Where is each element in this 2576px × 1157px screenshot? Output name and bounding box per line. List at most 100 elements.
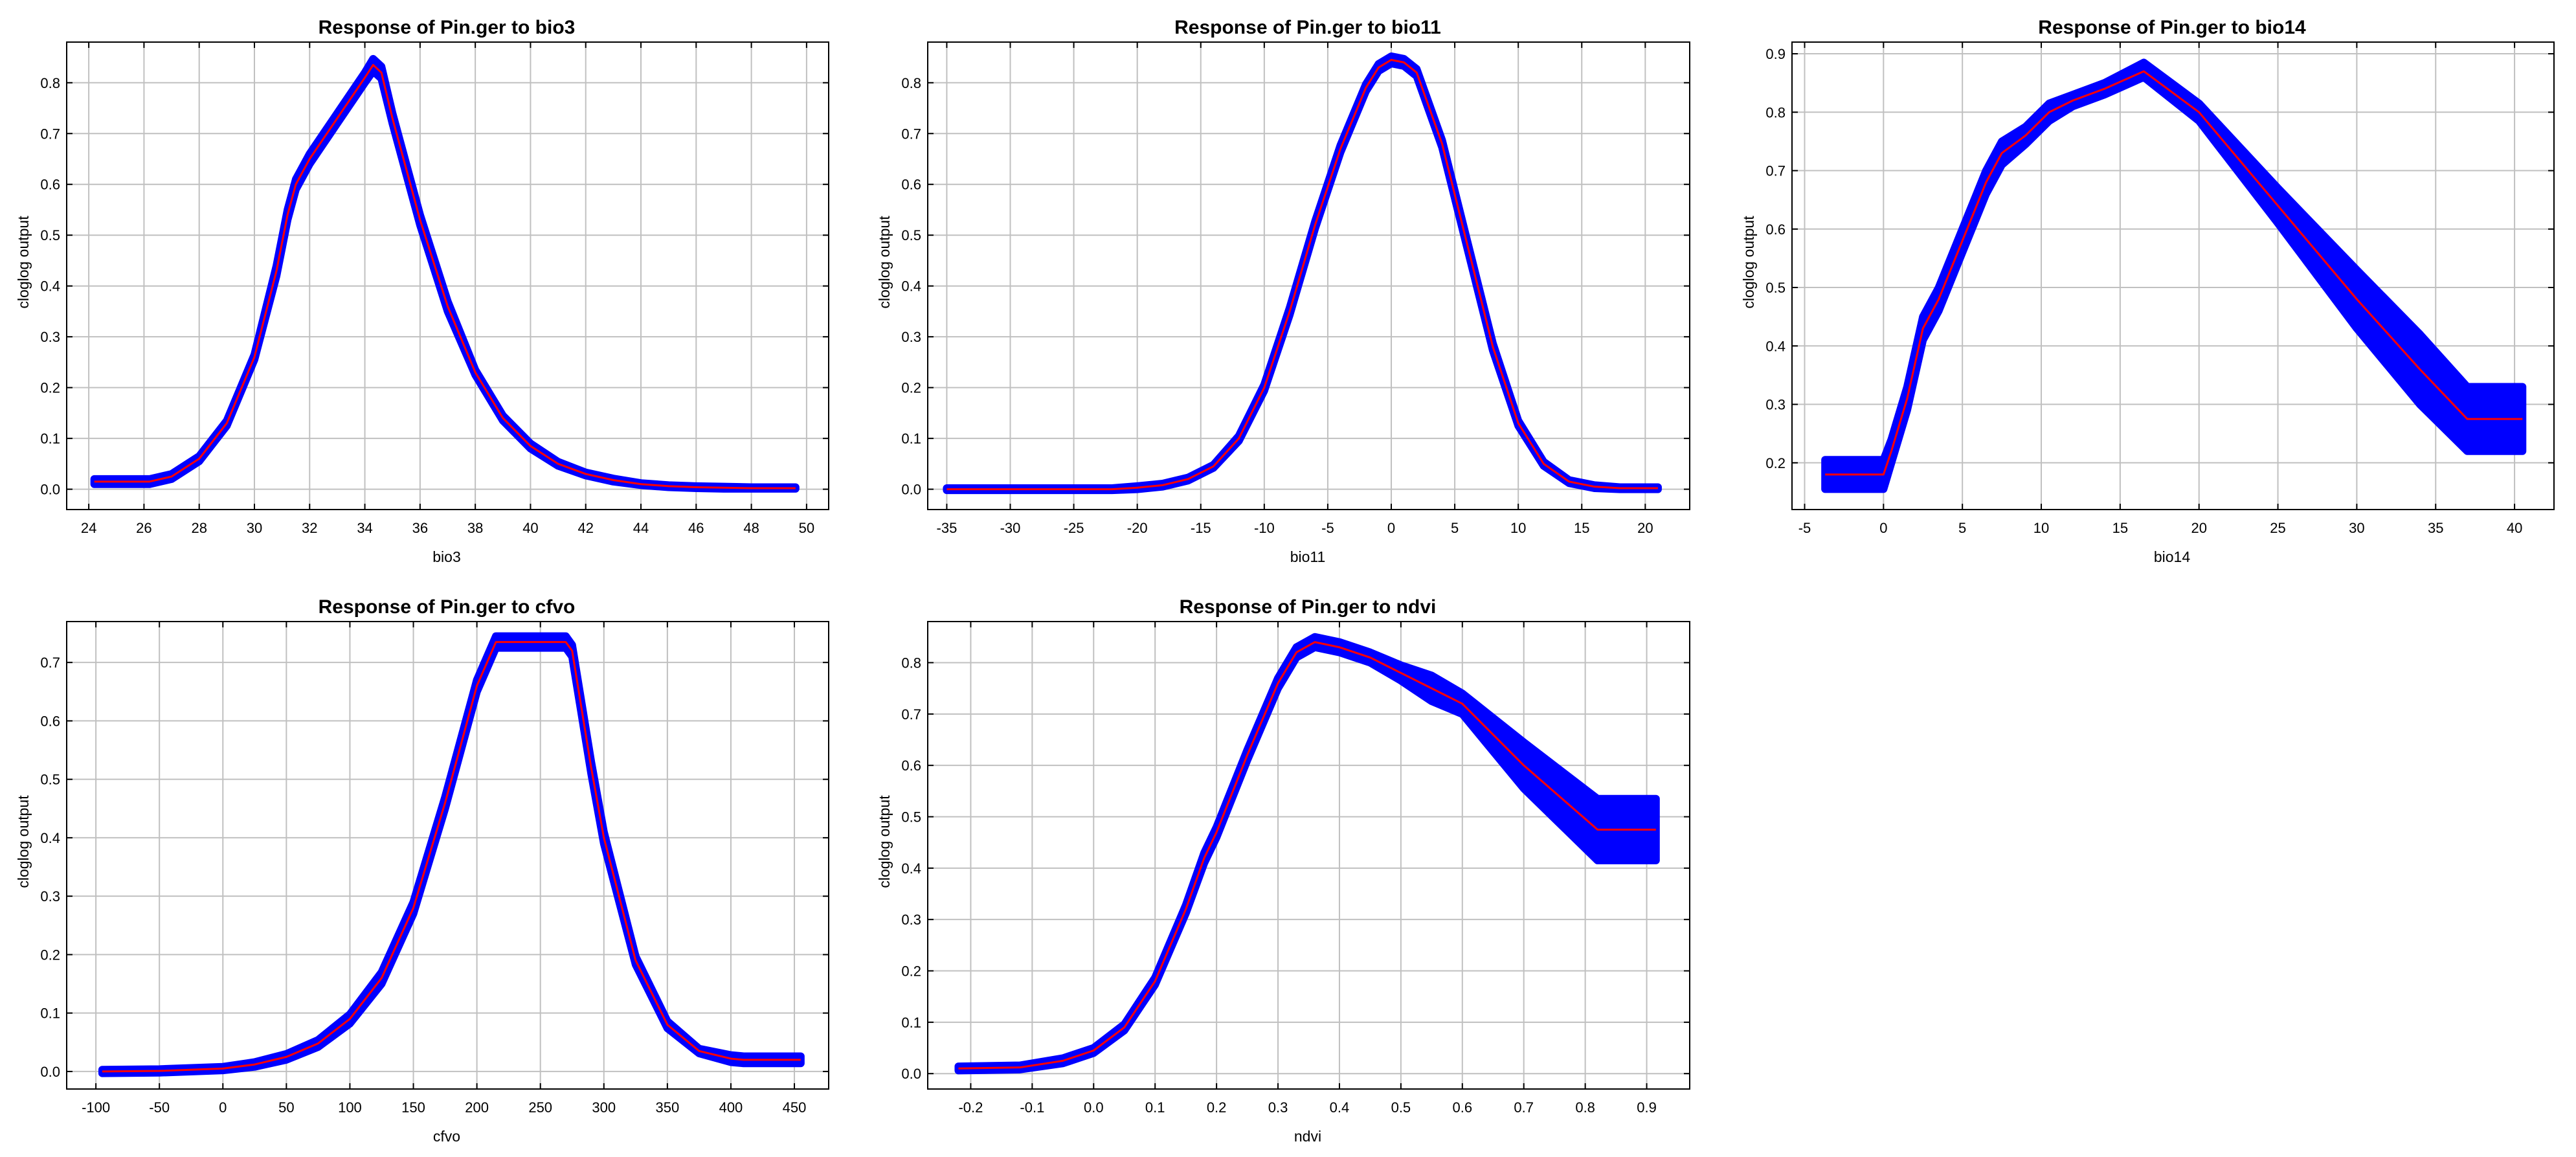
- plot-frame: [1791, 41, 2555, 510]
- x-tick-label: 50: [799, 520, 814, 536]
- x-tick-label: 0.6: [1453, 1099, 1473, 1116]
- y-tick-label: 0.0: [40, 1064, 60, 1080]
- x-tick-label: 10: [1510, 520, 1526, 536]
- y-tick-label: 0.0: [901, 1066, 921, 1082]
- y-tick-label: 0.7: [901, 126, 921, 142]
- mean-response-line: [958, 641, 1656, 1070]
- x-axis-label: cfvo: [433, 1128, 460, 1145]
- plot-area: -5 0 5 10 15 20 25 30 35 40 0.2 0.3 0.4 0.5 0.6 0.7 0.8 0…: [1765, 41, 2555, 536]
- x-tick-label: -5: [1798, 520, 1811, 536]
- x-tick-label: 0.5: [1391, 1099, 1411, 1116]
- mean-response-line: [946, 58, 1658, 491]
- x-tick-label: -10: [1254, 520, 1275, 536]
- plot-cfvo: Response of Pin.ger to cfvo cfvo cloglog…: [15, 596, 829, 1145]
- x-tick-label: 450: [783, 1099, 807, 1116]
- y-tick-label: 0.5: [40, 227, 60, 243]
- y-tick-label: 0.6: [40, 713, 60, 729]
- x-tick-label: 0.9: [1637, 1099, 1657, 1116]
- y-tick-label: 0.0: [40, 482, 60, 498]
- x-tick-label: -0.1: [1020, 1099, 1044, 1116]
- y-tick-label: 0.3: [40, 888, 60, 904]
- x-tick-label: -50: [149, 1099, 170, 1116]
- y-tick-label: 0.0: [901, 482, 921, 498]
- y-tick-label: 0.9: [1765, 46, 1786, 62]
- y-axis-label: cloglog output: [876, 795, 893, 888]
- y-tick-label: 0.4: [901, 860, 921, 877]
- x-tick-label: 35: [2428, 520, 2443, 536]
- y-tick-label: 0.6: [901, 758, 921, 774]
- y-tick-label: 0.8: [40, 75, 60, 91]
- y-tick-label: 0.8: [901, 655, 921, 671]
- x-tick-label: 36: [412, 520, 428, 536]
- y-tick-label: 0.8: [1765, 104, 1786, 120]
- y-axis-label: cloglog output: [876, 216, 893, 309]
- confidence-band: [954, 633, 1660, 1075]
- x-tick-label: 5: [1451, 520, 1459, 536]
- x-tick-label: 42: [577, 520, 593, 536]
- x-tick-label: -20: [1127, 520, 1148, 536]
- x-axis-label: ndvi: [1294, 1128, 1321, 1145]
- y-tick-label: 0.2: [901, 963, 921, 980]
- y-tick-label: 0.4: [1765, 338, 1786, 354]
- y-tick-label: 0.7: [40, 655, 60, 671]
- x-tick-label: 50: [278, 1099, 294, 1116]
- x-tick-label: 0.8: [1575, 1099, 1595, 1116]
- x-tick-label: 100: [338, 1099, 362, 1116]
- y-tick-label: 0.4: [901, 278, 921, 295]
- chart-title: Response of Pin.ger to bio14: [2038, 17, 2306, 38]
- x-tick-label: 40: [2507, 520, 2522, 536]
- chart-title: Response of Pin.ger to ndvi: [1180, 596, 1437, 618]
- y-tick-label: 0.2: [40, 947, 60, 963]
- x-tick-label: 30: [247, 520, 262, 536]
- plot-frame: [66, 41, 829, 510]
- x-tick-label: -25: [1064, 520, 1084, 536]
- x-tick-label: 32: [302, 520, 317, 536]
- x-tick-label: 0.7: [1514, 1099, 1534, 1116]
- y-tick-label: 0.2: [901, 380, 921, 396]
- x-tick-label: 38: [467, 520, 483, 536]
- y-tick-label: 0.2: [40, 380, 60, 396]
- y-tick-label: 0.5: [40, 772, 60, 788]
- x-tick-label: -15: [1191, 520, 1211, 536]
- x-tick-label: 300: [592, 1099, 616, 1116]
- y-axis-label: cloglog output: [15, 216, 32, 309]
- x-tick-label: -30: [1000, 520, 1021, 536]
- y-axis-label: cloglog output: [15, 795, 32, 888]
- x-tick-label: 15: [2112, 520, 2128, 536]
- chart-title: Response of Pin.ger to cfvo: [319, 596, 576, 618]
- y-tick-label: 0.3: [40, 329, 60, 345]
- panel-cfvo: Response of Pin.ger to cfvo cfvo cloglog…: [0, 579, 855, 1157]
- x-tick-label: -5: [1321, 520, 1334, 536]
- x-tick-label: 0: [219, 1099, 227, 1116]
- plot-ndvi: Response of Pin.ger to ndvi ndvi cloglog…: [876, 596, 1690, 1145]
- x-tick-label: 150: [401, 1099, 425, 1116]
- y-tick-label: 0.7: [1765, 163, 1786, 179]
- x-axis-label: bio14: [2154, 548, 2190, 565]
- y-tick-label: 0.7: [40, 126, 60, 142]
- x-tick-label: 34: [357, 520, 372, 536]
- confidence-band: [943, 52, 1662, 495]
- plot-bio14: Response of Pin.ger to bio14 bio14 clogl…: [1740, 17, 2555, 565]
- y-tick-label: 0.1: [901, 431, 921, 447]
- x-tick-label: -0.2: [958, 1099, 983, 1116]
- mean-response-line: [94, 63, 796, 489]
- plot-area: -100 -50 0 50 100 150 200 250 300 350 400 450 0.0 0.1…: [40, 621, 829, 1116]
- x-tick-label: 48: [743, 520, 759, 536]
- x-axis-label: bio11: [1290, 548, 1326, 565]
- x-tick-label: 20: [2191, 520, 2206, 536]
- plot-frame: [66, 621, 829, 1090]
- x-tick-label: 15: [1574, 520, 1589, 536]
- panel-bio3: Response of Pin.ger to bio3 bio3 cloglog…: [0, 0, 855, 578]
- y-tick-label: 0.3: [1765, 397, 1786, 413]
- x-tick-label: 0.0: [1084, 1099, 1104, 1116]
- mean-response-line: [1825, 70, 2523, 476]
- chart-title: Response of Pin.ger to bio11: [1174, 17, 1441, 38]
- x-tick-label: 5: [1958, 520, 1966, 536]
- x-tick-label: 400: [719, 1099, 743, 1116]
- y-axis-label: cloglog output: [1740, 216, 1757, 309]
- confidence-band: [1821, 58, 2527, 493]
- plot-frame: [927, 41, 1690, 510]
- x-tick-label: 350: [656, 1099, 680, 1116]
- x-tick-label: 10: [2033, 520, 2049, 536]
- plot-area: -0.2 -0.1 0.0 0.1 0.2 0.3 0.4 0.5 0.6 0.7 0.8 0.9 0.…: [901, 621, 1690, 1116]
